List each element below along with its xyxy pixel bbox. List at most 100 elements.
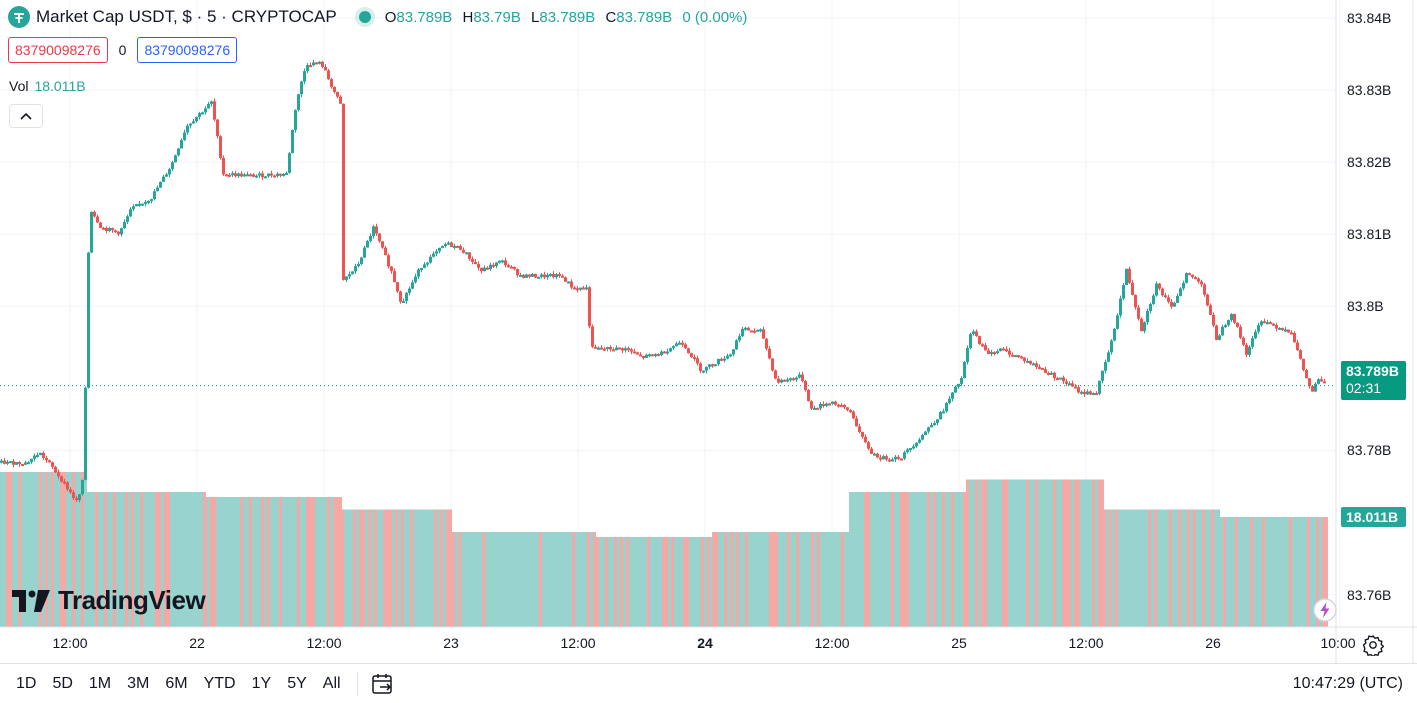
candle	[102, 226, 105, 230]
candle	[552, 271, 555, 279]
volume-bar	[1310, 517, 1313, 627]
candle	[396, 281, 399, 293]
volume-bar	[945, 492, 948, 627]
candle	[813, 405, 816, 410]
volume-bar	[915, 492, 918, 627]
buy-price-button[interactable]: 83790098276	[137, 37, 238, 63]
candle	[321, 60, 324, 69]
range-button-1y[interactable]: 1Y	[251, 674, 272, 692]
volume-bar	[479, 532, 482, 627]
candle	[1233, 313, 1236, 325]
chart-canvas[interactable]	[0, 0, 1417, 663]
range-button-3m[interactable]: 3M	[127, 674, 150, 692]
utc-clock[interactable]: 10:47:29 (UTC)	[1292, 675, 1403, 692]
candle	[246, 171, 249, 177]
candle	[1086, 389, 1089, 395]
gear-icon[interactable]	[1362, 634, 1384, 656]
volume-bar	[1080, 479, 1083, 627]
volume-bar	[122, 492, 125, 627]
range-button-1d[interactable]: 1D	[16, 674, 37, 692]
range-button-1m[interactable]: 1M	[88, 674, 112, 692]
volume-bar	[119, 492, 122, 627]
candle	[705, 366, 708, 374]
volume-label[interactable]: Vol	[9, 78, 29, 94]
candle	[1290, 330, 1293, 335]
candle	[288, 152, 291, 174]
candle	[276, 172, 279, 178]
volume-bar	[882, 492, 885, 627]
candle	[1224, 323, 1227, 329]
volume-bar	[104, 492, 107, 627]
volume-bar	[164, 492, 167, 627]
candle	[24, 460, 27, 466]
candle	[1116, 313, 1119, 330]
volume-bar	[473, 532, 476, 627]
candle	[423, 262, 426, 269]
volume-bar	[554, 532, 557, 627]
volume-bar	[677, 537, 680, 627]
market-status-dot[interactable]	[358, 11, 371, 23]
candle	[627, 346, 630, 352]
volume-bar	[1032, 479, 1035, 627]
candle	[1149, 302, 1152, 314]
candle	[996, 349, 999, 355]
volume-bar	[1044, 479, 1047, 627]
range-button-ytd[interactable]: YTD	[203, 674, 236, 692]
volume-bar	[1166, 509, 1169, 627]
volume-bar	[1223, 517, 1226, 627]
symbol-title[interactable]: Market Cap USDT, $ · 5 · CRYPTOCAP	[36, 7, 337, 26]
candle	[963, 360, 966, 379]
volume-bar	[75, 472, 78, 627]
candle	[255, 174, 258, 179]
last-price-tag: 83.789B 02:31	[1341, 361, 1406, 400]
volume-bar	[1002, 479, 1005, 627]
range-button-6m[interactable]: 6M	[165, 674, 188, 692]
calendar-range-icon[interactable]	[370, 671, 396, 697]
volume-bar	[1115, 509, 1118, 627]
candle	[1173, 301, 1176, 307]
volume-bar	[560, 532, 563, 627]
candle	[858, 423, 861, 434]
volume-bar	[246, 497, 249, 627]
candle	[1089, 390, 1092, 396]
candle	[960, 376, 963, 387]
volume-bar	[437, 509, 440, 627]
candle	[648, 353, 651, 357]
volume-bar	[644, 537, 647, 627]
volume-bar	[1316, 517, 1319, 627]
tradingview-logo[interactable]: TradingView	[12, 585, 206, 616]
range-button-5y[interactable]: 5Y	[287, 674, 307, 692]
volume-bar	[512, 532, 515, 627]
volume-bar	[285, 497, 288, 627]
collapse-legend-button[interactable]	[9, 104, 43, 128]
candle	[873, 452, 876, 456]
candle	[1308, 377, 1311, 389]
candle	[282, 173, 285, 177]
candle	[222, 155, 225, 177]
lightning-icon[interactable]	[1312, 597, 1338, 623]
candle	[735, 339, 738, 351]
volume-bar	[1169, 509, 1172, 627]
candle	[783, 379, 786, 382]
volume-bar	[1214, 509, 1217, 627]
candle	[1209, 303, 1212, 316]
volume-bar	[909, 492, 912, 627]
candle	[588, 286, 591, 329]
candle	[108, 226, 111, 233]
volume-bar	[808, 532, 811, 627]
volume-bar	[339, 497, 342, 627]
volume-bar	[599, 537, 602, 627]
volume-bar	[197, 492, 200, 627]
volume-bar	[981, 479, 984, 627]
volume-bar	[1253, 517, 1256, 627]
range-button-5d[interactable]: 5D	[52, 674, 73, 692]
candle	[327, 68, 330, 80]
volume-bar	[86, 492, 89, 627]
candle	[228, 172, 231, 178]
volume-bar	[674, 537, 677, 627]
volume-bar	[30, 472, 33, 627]
sell-price-button[interactable]: 83790098276	[8, 37, 108, 63]
candle	[237, 172, 240, 178]
volume-bar	[419, 509, 422, 627]
range-button-all[interactable]: All	[322, 674, 341, 692]
